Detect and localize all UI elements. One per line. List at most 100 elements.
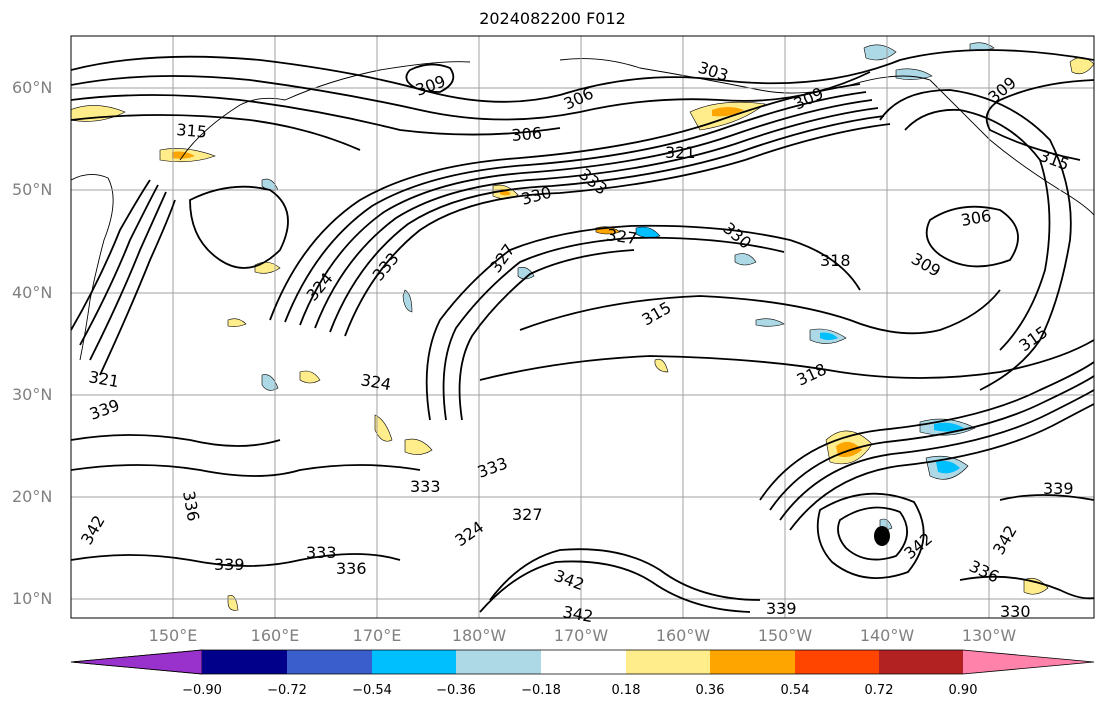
colorbar-tick-label: −0.54 [352,683,392,698]
colorbar-extend-low [70,649,203,675]
contour-label: 318 [794,359,830,389]
contour-line [442,236,785,421]
lat-label: 60°N [12,78,53,97]
shade-patch [863,44,897,61]
contour-label: 339 [766,599,797,618]
contour-label: 342 [561,602,594,626]
contour-line [904,108,1051,351]
shade-patch [1023,577,1049,595]
contour-label: 324 [359,370,392,394]
contour-line [879,89,1072,391]
shade-patch [254,261,281,274]
contour-line [344,123,891,337]
contour-label: 330 [719,219,755,253]
colorbar-segment [541,650,626,674]
contour-label: 324 [451,517,487,550]
shade-patch [227,595,239,611]
contour-line [71,71,871,121]
shade-patch [934,422,964,432]
colorbar-tick-label: 0.54 [780,683,810,698]
storm-center-marker [874,526,890,546]
contour-label: 303 [696,58,731,86]
contour-line [479,560,751,613]
contour-label: 321 [87,367,120,391]
shade-patch [517,267,535,280]
colorbar-tick-label: −0.18 [521,683,561,698]
map-frame [70,35,1095,619]
lon-label: 150°E [148,626,198,645]
shade-patch [936,460,960,474]
shade-patch [755,318,785,327]
lon-label: 160°E [250,626,300,645]
shade-patch [820,332,838,340]
contour-label: 306 [959,206,992,230]
colorbar-tick-label: −0.72 [267,683,307,698]
shade-patch [299,370,321,384]
contour-line [489,548,761,601]
contour-label: 327 [486,240,519,276]
contour-line [89,191,167,361]
shade-patch [895,68,933,80]
contour-line [269,83,861,321]
lon-label: 170°E [352,626,402,645]
colorbar-segment [626,650,710,674]
shade-patch [402,289,413,313]
contour-line [816,492,925,579]
contour-label: 339 [1043,479,1074,498]
contour-labels: 303 306 306 306 309 309 309 309 315 315 … [77,58,1074,627]
contour-line [71,114,361,151]
contour-line [329,115,885,333]
colorbar-extend-high [963,650,1094,674]
contour-label: 330 [519,183,553,209]
shade-patch [654,358,669,373]
contour-label: 342 [552,566,587,594]
colorbar-tick-label: 0.90 [948,683,978,698]
contour-line [71,553,401,567]
colorbar-segment [879,650,963,674]
contour-line [284,91,867,323]
coastline-kamchatka [179,97,286,161]
shade-patch [635,226,661,238]
gridlines [71,36,1094,618]
shade-patch [227,318,247,327]
contour-label: 336 [336,559,367,578]
lat-label: 40°N [12,283,53,302]
contour-line [779,389,1094,521]
lat-label: 20°N [12,487,53,506]
shade-patch [374,414,393,442]
coastline-alaska-aleutians [559,58,931,94]
contour-line [71,464,421,477]
contour-label: 333 [410,477,441,496]
contour-label: 330 [1000,602,1031,621]
contour-label: 315 [1037,146,1072,174]
shade-patch [712,107,744,117]
contour-label: 336 [179,489,203,522]
lon-label: 130°W [961,626,1017,645]
contour-line [405,63,455,93]
lat-label: 10°N [12,589,53,608]
colorbar-segment [202,650,287,674]
lat-label: 50°N [12,180,53,199]
colorbar-tick-label: −0.90 [182,683,222,698]
contour-label: 321 [665,143,696,162]
colorbar [70,649,1095,675]
shade-patch [71,105,126,122]
lon-label: 150°W [757,626,813,645]
contour-line [458,249,635,421]
shaded-patches [71,42,1094,611]
contour-label: 339 [214,555,245,574]
map-title: 2024082200 F012 [479,9,626,28]
contour-label: 333 [475,453,510,481]
contour-label: 342 [989,522,1021,558]
contour-line [759,361,1094,501]
contour-label: 315 [639,298,675,330]
contour-line [519,289,1001,335]
contour-line [314,107,879,329]
contours [71,49,1094,613]
colorbar-outline [70,649,1095,675]
lon-label: 180°W [451,626,507,645]
contour-line [837,506,908,561]
contour-label: 315 [176,120,208,142]
colorbar-segment [372,650,456,674]
